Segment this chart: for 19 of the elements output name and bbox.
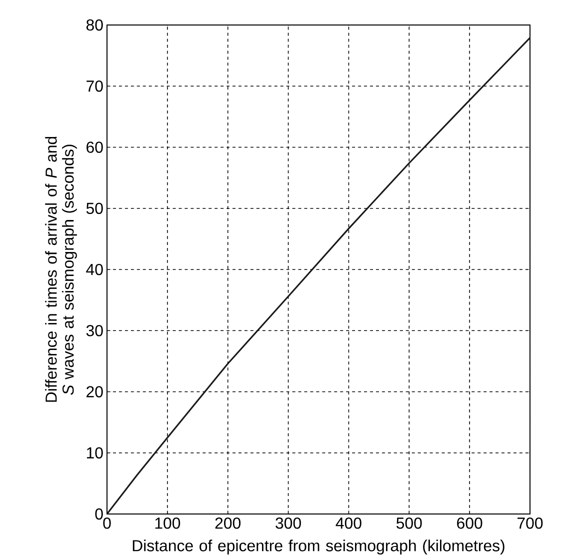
x-tick-label: 300 [276,518,301,529]
x-tick-label: 700 [518,518,543,529]
x-tick-label: 0 [103,518,111,529]
y-tick-label: 0 [95,508,103,520]
x-tick-label: 200 [215,518,241,529]
x-axis-title: Distance of epicentre from seismograph (kilometres) [132,540,504,555]
y-tick-label: 50 [86,202,103,214]
y-tick-label: 80 [86,19,103,31]
line-series [106,37,531,515]
y-tick-label: 40 [86,264,103,276]
y-tick-label: 20 [86,386,103,398]
y-tick-label: 60 [86,142,103,153]
x-tick-label: 100 [155,518,180,529]
x-tick-label: 500 [396,518,422,529]
x-tick-label: 400 [336,518,362,529]
y-tick-label: 30 [86,325,103,336]
y-tick-label: 70 [86,80,103,92]
y-tick-label: 10 [86,447,103,459]
x-tick-label: 600 [457,518,482,529]
